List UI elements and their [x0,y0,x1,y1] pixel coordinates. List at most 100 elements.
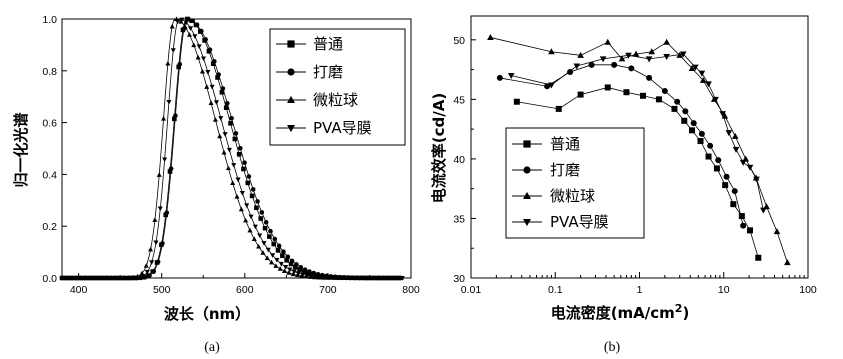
legend-marker-a [287,40,295,48]
data-point-a [172,116,177,122]
data-point-a [210,61,216,66]
legend-marker-a [287,124,295,133]
data-point-b [548,48,555,55]
data-point-b [738,213,745,220]
data-point-a [259,210,265,215]
data-point-b [681,117,688,124]
data-point-a [395,276,401,281]
data-point-b [746,164,754,171]
x-axis-label-b-end: ) [682,304,689,322]
y-tick-label-b: 45 [453,94,465,106]
x-tick-label-a: 400 [70,284,88,296]
data-point-a [268,228,273,234]
caption-a: (a) [204,340,220,355]
data-point-a [276,243,282,249]
series-marks-b [487,33,791,266]
legend-label-b: PVA导膜 [550,213,609,231]
data-point-a [118,276,124,281]
data-point-a [264,255,270,261]
data-point-a [177,61,183,67]
data-point-a [204,84,210,89]
data-point-b [731,132,739,139]
data-point-a [218,116,224,121]
data-point-a [347,275,353,281]
data-point-b [674,98,681,105]
data-point-a [123,276,129,281]
data-point-a [378,276,384,281]
legend-label-b: 普通 [550,135,580,153]
data-point-a [223,105,229,110]
data-point-a [334,275,340,281]
data-point-a [239,190,245,196]
y-tick-label-a: 0.2 [42,221,57,233]
data-point-a [179,17,185,23]
data-point-a [233,131,239,136]
data-point-b [604,84,611,91]
data-point-b [773,228,781,235]
data-point-a [254,205,259,211]
data-point-a [281,249,286,255]
legend-marker-a [287,68,295,76]
data-point-a [291,269,297,275]
legend-marker-b [523,218,531,227]
data-point-b [712,96,719,103]
data-point-a [110,276,116,281]
y-axis-label-a: 归一化光谱 [12,112,30,187]
data-point-b [682,108,689,115]
data-point-b [740,222,747,229]
data-point-a [215,75,220,80]
data-point-a [192,34,198,39]
data-point-a [199,28,204,34]
data-point-b [722,182,729,189]
data-point-a [216,72,221,77]
data-point-a [242,160,247,165]
data-point-a [167,169,173,174]
data-point-b [755,254,762,261]
data-point-a [140,273,146,279]
series-marks-a [59,16,405,281]
data-point-b [548,82,555,89]
data-point-a [281,268,288,274]
data-point-a [255,199,260,204]
data-point-a [157,206,163,212]
data-point-a [257,233,263,239]
data-point-a [260,250,266,255]
data-point-a [280,253,285,259]
data-point-a [143,263,149,268]
data-point-a [297,267,302,272]
data-point-b [618,55,626,62]
data-point-b [713,165,720,172]
x-tick-label-b: 1 [637,284,643,296]
data-point-a [248,214,254,220]
data-point-a [149,260,155,265]
data-point-b [692,64,699,71]
data-point-a [207,47,213,52]
data-point-b [639,92,646,99]
data-point-b [625,52,632,59]
data-point-b [698,70,706,77]
data-point-a [166,99,172,105]
legend-marker-b [523,191,531,200]
y-tick-label-b: 30 [453,273,465,285]
data-point-a [169,23,175,29]
data-point-a [62,276,68,281]
data-point-a [250,187,256,192]
data-point-b [655,96,662,103]
data-point-a [256,243,262,249]
legend-label-a: 普通 [313,35,343,53]
data-point-a [300,272,306,277]
data-point-a [114,276,120,281]
data-point-b [697,138,704,145]
data-point-b [784,259,791,266]
data-point-a [265,247,271,253]
data-point-a [127,276,133,281]
data-point-a [243,217,249,223]
data-point-b [648,48,656,55]
data-point-a [235,177,241,183]
data-point-a [302,267,308,272]
y-tick-label-a: 1.0 [42,14,57,26]
data-point-a [170,48,176,53]
data-point-a [382,276,388,281]
